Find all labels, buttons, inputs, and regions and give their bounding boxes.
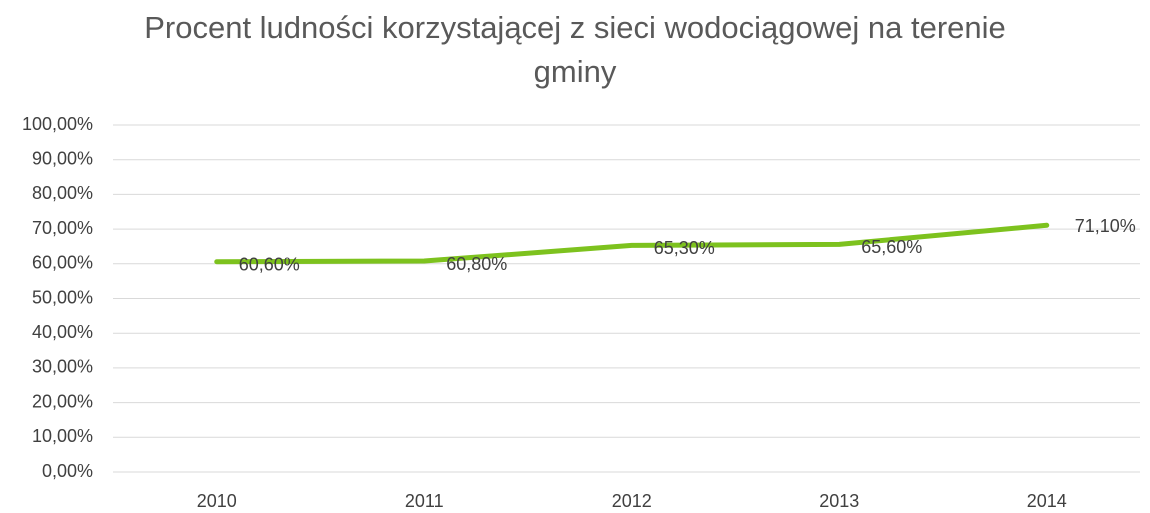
y-tick-label: 40,00%: [32, 322, 93, 342]
y-tick-label: 70,00%: [32, 218, 93, 238]
y-tick-label: 10,00%: [32, 426, 93, 446]
x-tick-label: 2014: [1027, 491, 1067, 511]
data-label: 60,80%: [446, 254, 507, 274]
data-label: 65,30%: [654, 238, 715, 258]
y-tick-label: 50,00%: [32, 287, 93, 307]
data-label: 60,60%: [239, 254, 300, 274]
x-tick-label: 2010: [197, 491, 237, 511]
data-label: 65,60%: [861, 237, 922, 257]
y-tick-label: 30,00%: [32, 357, 93, 377]
y-tick-label: 0,00%: [42, 461, 93, 481]
y-tick-label: 90,00%: [32, 148, 93, 168]
y-tick-label: 100,00%: [22, 114, 93, 134]
data-label: 71,10%: [1075, 216, 1136, 236]
x-tick-label: 2013: [819, 491, 859, 511]
x-tick-label: 2011: [405, 491, 444, 511]
y-tick-label: 80,00%: [32, 183, 93, 203]
data-line: [214, 222, 1050, 265]
y-tick-label: 60,00%: [32, 253, 93, 273]
x-tick-label: 2012: [612, 491, 652, 511]
chart-title: Procent ludności korzystającej z sieci w…: [144, 10, 1006, 89]
y-tick-label: 20,00%: [32, 391, 93, 411]
